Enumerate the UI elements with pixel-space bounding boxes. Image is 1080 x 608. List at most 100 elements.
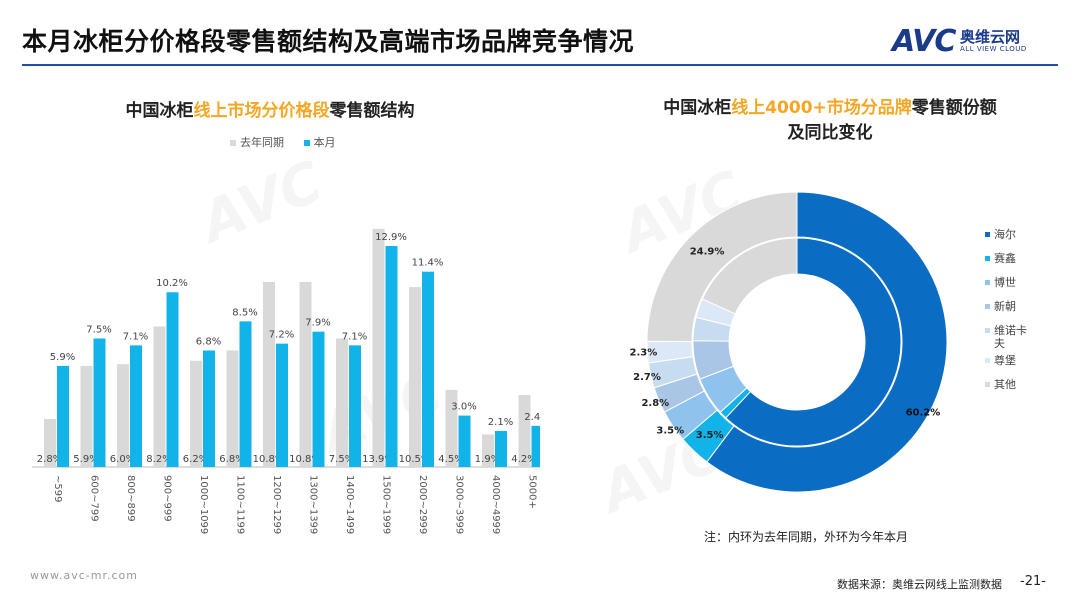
x-tick-label: 1100~1199 (235, 475, 246, 534)
data-label-this-month: 7.1% (342, 331, 367, 342)
donut-legend-label: 其他 (994, 378, 1016, 391)
bar-this-month (203, 350, 215, 467)
outer-ring-segment (646, 191, 798, 343)
donut-legend-swatch (985, 382, 990, 387)
header-rule (22, 64, 1058, 66)
bar-this-month (312, 331, 325, 467)
donut-title-highlight: 线上4000+市场分品牌 (731, 98, 912, 118)
data-label-this-month: 2.1% (488, 417, 513, 428)
donut-legend-item: 尊堡 (985, 354, 1045, 378)
bar-legend: 去年同期 本月 (230, 134, 352, 150)
legend-swatch-this-month (303, 140, 310, 146)
donut-legend-label: 维诺卡 夫 (994, 324, 1027, 350)
bar-this-month (458, 415, 471, 467)
data-label-last-year: 13.9% (362, 454, 394, 465)
bar-this-month (130, 345, 142, 467)
x-tick-label: 600~799 (89, 475, 100, 522)
data-label-last-year: 6.2% (183, 454, 208, 465)
bar-title-pre: 中国冰柜 (125, 101, 194, 121)
data-label-this-month: 6.8% (196, 336, 221, 347)
donut-chart: 60.2% 3.5% 3.5% 2.8% 2.7% 2.3% 24.9% (629, 191, 948, 493)
bar-this-month (422, 271, 434, 467)
data-source: 数据来源：奥维云网线上监测数据 (837, 578, 1002, 591)
donut-data-label: 2.8% (641, 398, 669, 409)
donut-legend-label: 赛鑫 (994, 252, 1016, 265)
logo-en: ALL VIEW CLOUD (960, 45, 1027, 53)
data-label-this-month: 11.4% (412, 258, 444, 269)
donut-legend-item: 维诺卡 夫 (985, 324, 1045, 350)
bar-last-year (409, 287, 421, 467)
donut-data-label: 2.7% (633, 372, 661, 383)
donut-legend-swatch (985, 232, 990, 237)
legend-last-year: 去年同期 (230, 134, 284, 150)
data-label-last-year: 1.9% (475, 454, 500, 465)
x-tick-label: 900~999 (162, 475, 173, 522)
bar-chart: 2.8% 5.9% ~599 5.9% 7.5% 600~799 6.0% 7.1% 800~8… (32, 228, 540, 534)
bar-last-year (153, 326, 166, 467)
bar-last-year (518, 395, 531, 467)
bar-last-year (372, 228, 385, 467)
data-label-last-year: 5.9% (73, 454, 98, 465)
bar-this-month (349, 345, 361, 467)
data-label-last-year: 4.5% (438, 454, 463, 465)
data-label-this-month: 5.9% (50, 352, 75, 363)
donut-legend-label: 海尔 (994, 228, 1016, 241)
donut-data-label: 3.5% (696, 430, 724, 441)
donut-title-pre: 中国冰柜 (663, 98, 732, 118)
data-label-last-year: 2.8% (37, 454, 62, 465)
outer-ring-segment (706, 191, 948, 493)
legend-this-month: 本月 (303, 134, 336, 150)
donut-title-line2: 及同比变化 (787, 123, 873, 143)
bar-title-post: 零售额结构 (329, 101, 415, 121)
data-label-this-month: 7.2% (269, 330, 294, 341)
data-label-last-year: 8.2% (146, 454, 171, 465)
bar-last-year (190, 360, 202, 467)
site-url: www.avc-mr.com (30, 569, 138, 582)
donut-legend-item: 海尔 (985, 228, 1045, 252)
donut-legend-swatch (985, 304, 990, 309)
data-label-this-month: 2.4% (524, 412, 540, 423)
page-title: 本月冰柜分价格段零售额结构及高端市场品牌竞争情况 (22, 27, 635, 56)
x-tick-label: 1400~1499 (344, 475, 355, 534)
bar-last-year (336, 338, 348, 467)
logo-cn: 奥维云网 (960, 28, 1021, 46)
x-tick-label: 3000~3999 (454, 475, 465, 534)
data-label-last-year: 10.8% (253, 454, 285, 465)
avc-logo: AVC 奥维云网 ALL VIEW CLOUD (892, 24, 1062, 59)
data-label-this-month: 10.2% (156, 278, 188, 289)
x-tick-label: 800~899 (125, 475, 136, 522)
donut-chart-title: 中国冰柜线上4000+市场分品牌零售额份额及同比变化 (610, 96, 1050, 146)
chart-note: 注：内环为去年同期，外环为今年本月 (704, 530, 909, 544)
donut-legend-item: 其他 (985, 378, 1045, 402)
data-label-last-year: 7.5% (329, 454, 354, 465)
donut-legend-swatch (985, 328, 990, 333)
legend-label-last-year: 去年同期 (240, 136, 284, 149)
bar-this-month (166, 292, 179, 467)
data-label-this-month: 7.1% (123, 331, 148, 342)
bar-this-month (276, 343, 288, 467)
donut-legend-item: 新朝 (985, 300, 1045, 324)
x-tick-label: 4000~4999 (490, 475, 501, 534)
bar-last-year (263, 281, 275, 467)
x-tick-label: 2000~2999 (417, 475, 428, 534)
donut-legend-label: 新朝 (994, 300, 1016, 313)
donut-data-label: 24.9% (690, 247, 725, 258)
donut-legend-label: 尊堡 (994, 354, 1016, 367)
donut-legend-swatch (985, 358, 990, 363)
data-label-last-year: 6.0% (110, 454, 135, 465)
data-label-last-year: 10.8% (289, 454, 321, 465)
bar-last-year (299, 281, 312, 467)
bar-this-month (239, 321, 252, 467)
donut-title-post: 零售额份额 (911, 98, 997, 118)
logo-mark: AVC (892, 24, 956, 59)
x-tick-label: 1300~1399 (308, 475, 319, 534)
bar-this-month (93, 338, 106, 467)
donut-legend-item: 博世 (985, 276, 1045, 300)
x-tick-label: ~599 (52, 475, 63, 502)
donut-legend-label: 博世 (994, 276, 1016, 289)
data-label-this-month: 8.5% (232, 307, 257, 318)
inner-ring-segment (701, 237, 798, 315)
donut-legend-swatch (985, 256, 990, 261)
bar-this-month (531, 425, 540, 467)
data-label-last-year: 6.8% (219, 454, 244, 465)
